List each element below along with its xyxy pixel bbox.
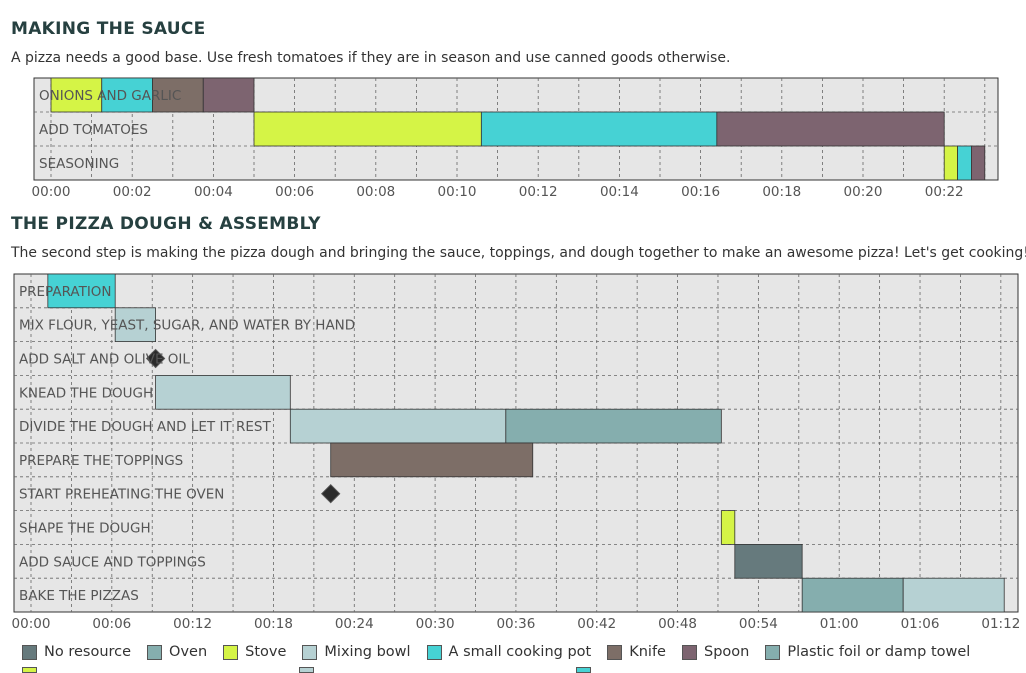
- x-tick-label: 00:12: [173, 616, 212, 632]
- legend-overflow: [22, 667, 591, 673]
- gantt-bar: [720, 510, 736, 545]
- sauce-title: MAKING THE SAUCE: [11, 19, 206, 39]
- legend-item[interactable]: Knife: [607, 644, 666, 660]
- legend-swatch: [426, 644, 442, 660]
- legend-label: No resource: [44, 644, 132, 660]
- dough-description: The second step is making the pizza doug…: [11, 245, 1026, 261]
- x-tick-label: 00:12: [519, 184, 558, 200]
- legend-swatch: [681, 644, 697, 660]
- legend: No resource Oven Stove Mixing bowl A small c…: [22, 644, 970, 660]
- milestone-marker: [321, 483, 341, 504]
- task-label: KNEAD THE DOUGH: [19, 385, 153, 401]
- x-tick-label: 00:24: [335, 616, 374, 632]
- dough-gantt-chart: PREPARATION MIX FLOUR, YEAST, SUGAR, AND …: [12, 273, 1020, 632]
- x-tick-label: 00:48: [658, 616, 697, 632]
- gantt-bar: [202, 77, 255, 113]
- legend-swatch: [576, 667, 591, 673]
- gantt-bar: [734, 543, 803, 579]
- legend-label: A small cooking pot: [448, 644, 592, 660]
- task-label: ADD SAUCE AND TOPPINGS: [19, 554, 206, 570]
- gantt-bar: [943, 145, 958, 181]
- legend-item[interactable]: No resource: [22, 644, 131, 660]
- task-label: PREPARE THE TOPPINGS: [19, 453, 183, 469]
- gantt-bar: [971, 145, 986, 181]
- legend-swatch: [607, 644, 623, 660]
- legend-swatch: [765, 644, 781, 660]
- x-tick-label: 01:06: [901, 616, 940, 632]
- gantt-bar: [957, 145, 972, 181]
- legend-item[interactable]: Mixing bowl: [302, 644, 411, 660]
- legend-item[interactable]: Oven: [147, 644, 207, 660]
- gantt-bar: [253, 111, 482, 147]
- gantt-bar: [289, 408, 507, 444]
- task-label: ADD TOMATOES: [39, 122, 148, 138]
- x-tick-label: 00:20: [844, 184, 883, 200]
- x-tick-label: 00:36: [496, 616, 535, 632]
- x-tick-label: 00:04: [194, 184, 233, 200]
- x-tick-label: 00:02: [113, 184, 152, 200]
- x-tick-label: 00:10: [438, 184, 477, 200]
- gantt-bar: [716, 111, 945, 147]
- gantt-bar: [330, 442, 534, 478]
- legend-label: Mixing bowl: [324, 644, 411, 660]
- x-tick-label: 00:06: [275, 184, 314, 200]
- x-tick-label: 01:00: [820, 616, 859, 632]
- legend-item[interactable]: Plastic foil or damp towel: [765, 644, 970, 660]
- legend-swatch: [147, 644, 163, 660]
- x-tick-label: 00:22: [925, 184, 964, 200]
- x-tick-label: 00:42: [577, 616, 616, 632]
- x-tick-label: 01:12: [981, 616, 1020, 632]
- legend-swatch: [302, 644, 318, 660]
- task-label: DIVIDE THE DOUGH AND LET IT REST: [19, 419, 271, 435]
- legend-label: Oven: [169, 644, 208, 660]
- task-label: START PREHEATING THE OVEN: [19, 487, 224, 503]
- legend-item[interactable]: Stove: [223, 644, 286, 660]
- gantt-bar: [114, 307, 156, 342]
- legend-swatch: [299, 667, 314, 673]
- legend-label: Plastic foil or damp towel: [787, 644, 971, 660]
- gantt-bar: [47, 273, 116, 309]
- gantt-bar: [480, 111, 718, 147]
- task-label: SHAPE THE DOUGH: [19, 521, 151, 537]
- sauce-description: A pizza needs a good base. Use fresh tom…: [11, 50, 731, 66]
- task-label: PREPARATION: [19, 284, 112, 300]
- task-label: BAKE THE PIZZAS: [19, 588, 139, 604]
- dough-title: THE PIZZA DOUGH & ASSEMBLY: [11, 214, 321, 234]
- x-tick-label: 00:06: [92, 616, 131, 632]
- sauce-gantt-chart: ONIONS AND GARLIC ADD TOMATOES SEASONING 00…: [32, 77, 999, 200]
- milestone-marker: [145, 348, 166, 369]
- legend-label: Spoon: [703, 644, 750, 660]
- x-tick-label: 00:54: [739, 616, 778, 632]
- x-tick-label: 00:18: [762, 184, 801, 200]
- gantt-bar: [505, 408, 722, 444]
- legend-swatch: [223, 644, 239, 660]
- x-tick-label: 00:14: [600, 184, 639, 200]
- task-label: MIX FLOUR, YEAST, SUGAR, AND WATER BY HA…: [19, 318, 355, 334]
- x-tick-label: 00:08: [356, 184, 395, 200]
- legend-item[interactable]: A small cooking pot: [426, 644, 592, 660]
- gantt-bar: [152, 77, 204, 113]
- legend-label: Knife: [629, 644, 666, 660]
- legend-label: Stove: [245, 644, 287, 660]
- task-label: ONIONS AND GARLIC: [39, 88, 181, 104]
- task-label: ADD SALT AND OLIVE OIL: [19, 352, 190, 368]
- gantt-bar: [801, 577, 904, 613]
- task-label: SEASONING: [39, 156, 119, 172]
- legend-swatch: [22, 644, 37, 660]
- legend-swatch: [22, 667, 37, 673]
- x-tick-label: 00:00: [32, 184, 71, 200]
- x-tick-label: 00:00: [12, 616, 51, 632]
- x-tick-label: 00:18: [254, 616, 293, 632]
- gantt-bar: [902, 577, 1005, 613]
- x-tick-label: 00:16: [681, 184, 720, 200]
- gantt-bar: [155, 375, 291, 410]
- x-tick-label: 00:30: [416, 616, 455, 632]
- legend-item[interactable]: Spoon: [681, 644, 750, 660]
